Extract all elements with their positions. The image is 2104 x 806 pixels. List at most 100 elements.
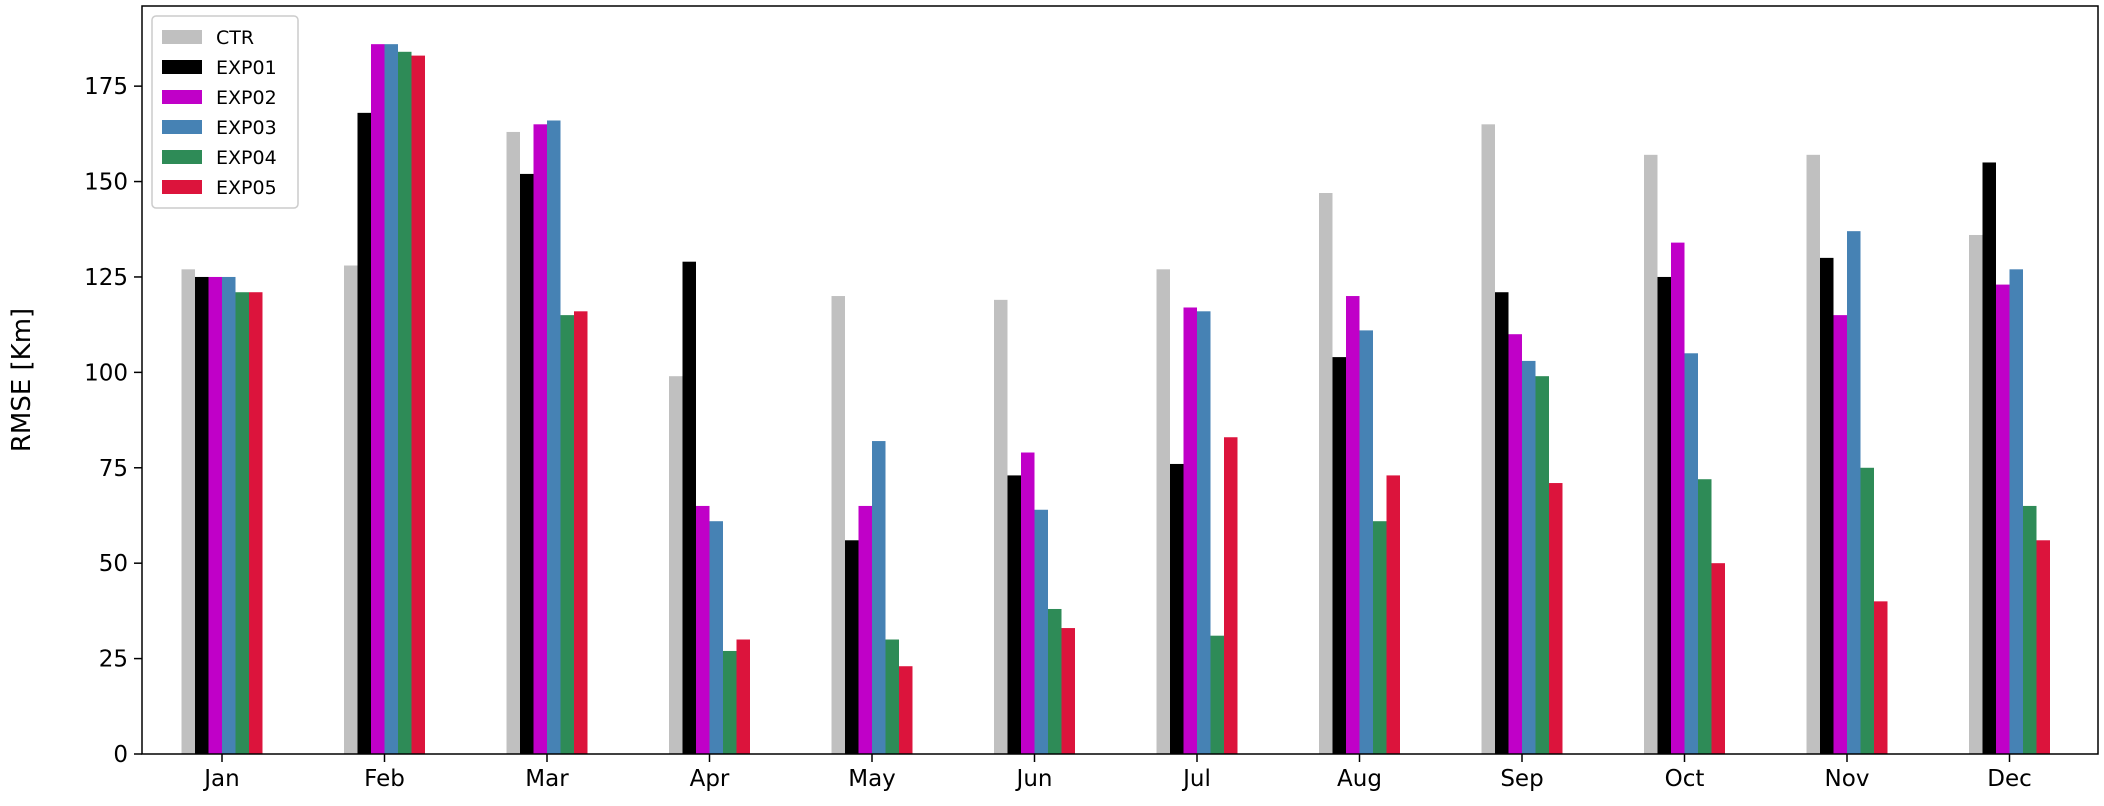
bar-ctr-dec bbox=[1969, 234, 1983, 754]
bar-ctr-oct bbox=[1644, 154, 1658, 754]
x-tick-label: Apr bbox=[690, 766, 730, 792]
x-tick-label: Feb bbox=[364, 766, 405, 792]
y-tick-label: 100 bbox=[84, 360, 128, 386]
bar-exp02-oct bbox=[1671, 242, 1685, 754]
y-tick-label: 50 bbox=[99, 551, 128, 577]
bar-exp01-oct bbox=[1657, 276, 1671, 754]
bar-exp03-sep bbox=[1522, 360, 1536, 754]
bar-exp02-dec bbox=[1996, 284, 2010, 754]
y-axis-label: RMSE [Km] bbox=[7, 308, 37, 452]
y-tick-label: 150 bbox=[84, 170, 128, 196]
bar-exp05-jun bbox=[1061, 628, 1075, 754]
bar-exp01-apr bbox=[682, 261, 696, 754]
bar-ctr-sep bbox=[1481, 124, 1495, 754]
x-tick-label: Oct bbox=[1665, 766, 1705, 792]
x-tick-label: Jun bbox=[1015, 766, 1053, 792]
bar-exp05-sep bbox=[1549, 483, 1563, 754]
bar-exp02-may bbox=[858, 505, 872, 754]
bar-exp05-dec bbox=[2036, 540, 2050, 754]
x-axis: Jan Feb Mar Apr May Jun Jul Aug Sep Oct Nov Dec bbox=[202, 754, 2032, 792]
bar-exp03-may bbox=[872, 441, 886, 754]
legend-swatch-exp03 bbox=[162, 120, 202, 134]
bar-exp02-jul bbox=[1183, 307, 1197, 754]
bar-exp01-aug bbox=[1332, 357, 1346, 754]
legend-label-exp02: EXP02 bbox=[216, 87, 277, 109]
bar-ctr-nov bbox=[1806, 154, 1820, 754]
bar-ctr-jul bbox=[1156, 269, 1170, 754]
y-tick-label: 0 bbox=[113, 742, 128, 768]
bar-exp01-jun bbox=[1007, 475, 1021, 754]
legend-swatch-exp02 bbox=[162, 90, 202, 104]
bar-exp05-jul bbox=[1224, 437, 1238, 754]
bar-exp03-mar bbox=[547, 120, 561, 754]
x-tick-label: Mar bbox=[525, 766, 569, 792]
bar-ctr-aug bbox=[1319, 193, 1333, 754]
bar-exp01-may bbox=[845, 540, 859, 754]
legend-swatch-exp04 bbox=[162, 150, 202, 164]
bar-exp03-apr bbox=[709, 521, 723, 754]
bar-exp01-jan bbox=[195, 276, 209, 754]
bar-ctr-jun bbox=[994, 299, 1008, 754]
bar-exp02-aug bbox=[1346, 296, 1360, 754]
legend-swatch-exp01 bbox=[162, 60, 202, 74]
bar-exp03-jul bbox=[1197, 311, 1211, 754]
bar-exp01-dec bbox=[1982, 162, 1996, 755]
bar-exp01-sep bbox=[1495, 292, 1509, 754]
bar-exp04-dec bbox=[2023, 505, 2037, 754]
legend-swatch-ctr bbox=[162, 30, 202, 44]
bar-exp04-mar bbox=[560, 315, 574, 754]
legend-label-ctr: CTR bbox=[216, 27, 254, 49]
legend-label-exp03: EXP03 bbox=[216, 117, 277, 139]
bar-exp03-dec bbox=[2009, 269, 2023, 754]
legend: CTR EXP01 EXP02 EXP03 EXP04 EXP05 bbox=[151, 15, 299, 209]
bar-exp04-oct bbox=[1698, 479, 1712, 754]
plot-frame bbox=[141, 5, 2099, 755]
bar-exp04-jan bbox=[235, 292, 249, 754]
bar-exp04-feb bbox=[398, 51, 412, 755]
bar-exp05-oct bbox=[1711, 563, 1725, 754]
y-tick-label: 175 bbox=[84, 74, 128, 100]
legend-label-exp01: EXP01 bbox=[216, 57, 277, 79]
y-axis: 0 25 50 75 100 125 150 175 bbox=[84, 74, 142, 768]
bar-ctr-may bbox=[831, 296, 845, 754]
y-tick-label: 125 bbox=[84, 265, 128, 291]
bars-layer bbox=[181, 44, 2050, 755]
bar-exp04-sep bbox=[1535, 376, 1549, 754]
x-tick-label: Dec bbox=[1987, 766, 2032, 792]
bar-ctr-feb bbox=[344, 265, 358, 754]
bar-exp04-nov bbox=[1860, 467, 1874, 754]
bar-exp04-jun bbox=[1048, 608, 1062, 754]
bar-exp03-aug bbox=[1359, 330, 1373, 754]
x-tick-label: Nov bbox=[1825, 766, 1870, 792]
bar-exp03-jan bbox=[222, 276, 236, 754]
bar-exp01-jul bbox=[1170, 463, 1184, 754]
bar-ctr-jan bbox=[181, 269, 195, 754]
bar-exp05-apr bbox=[736, 639, 750, 754]
bar-exp05-may bbox=[899, 666, 913, 754]
bar-exp03-feb bbox=[384, 44, 398, 754]
bar-exp04-apr bbox=[723, 650, 737, 754]
bar-exp01-mar bbox=[520, 173, 534, 755]
x-tick-label: Aug bbox=[1337, 766, 1382, 792]
bar-exp01-nov bbox=[1820, 257, 1834, 754]
x-tick-label: Jan bbox=[202, 766, 239, 792]
bar-exp02-nov bbox=[1833, 315, 1847, 754]
bar-exp03-nov bbox=[1847, 231, 1861, 754]
bar-exp04-aug bbox=[1373, 521, 1387, 754]
bar-ctr-mar bbox=[506, 131, 520, 754]
bar-exp02-jun bbox=[1021, 452, 1035, 754]
y-tick-label: 75 bbox=[99, 456, 128, 482]
bar-ctr-apr bbox=[669, 376, 683, 754]
x-tick-label: May bbox=[848, 766, 896, 792]
legend-label-exp04: EXP04 bbox=[216, 147, 277, 169]
bar-exp02-feb bbox=[371, 44, 385, 754]
bar-exp01-feb bbox=[357, 112, 371, 755]
bar-exp05-feb bbox=[411, 55, 425, 754]
bar-exp04-may bbox=[885, 639, 899, 754]
x-tick-label: Sep bbox=[1500, 766, 1543, 792]
bar-exp02-mar bbox=[533, 124, 547, 754]
x-tick-label: Jul bbox=[1181, 766, 1211, 792]
bar-exp03-oct bbox=[1684, 353, 1698, 754]
bar-exp05-mar bbox=[574, 311, 588, 754]
